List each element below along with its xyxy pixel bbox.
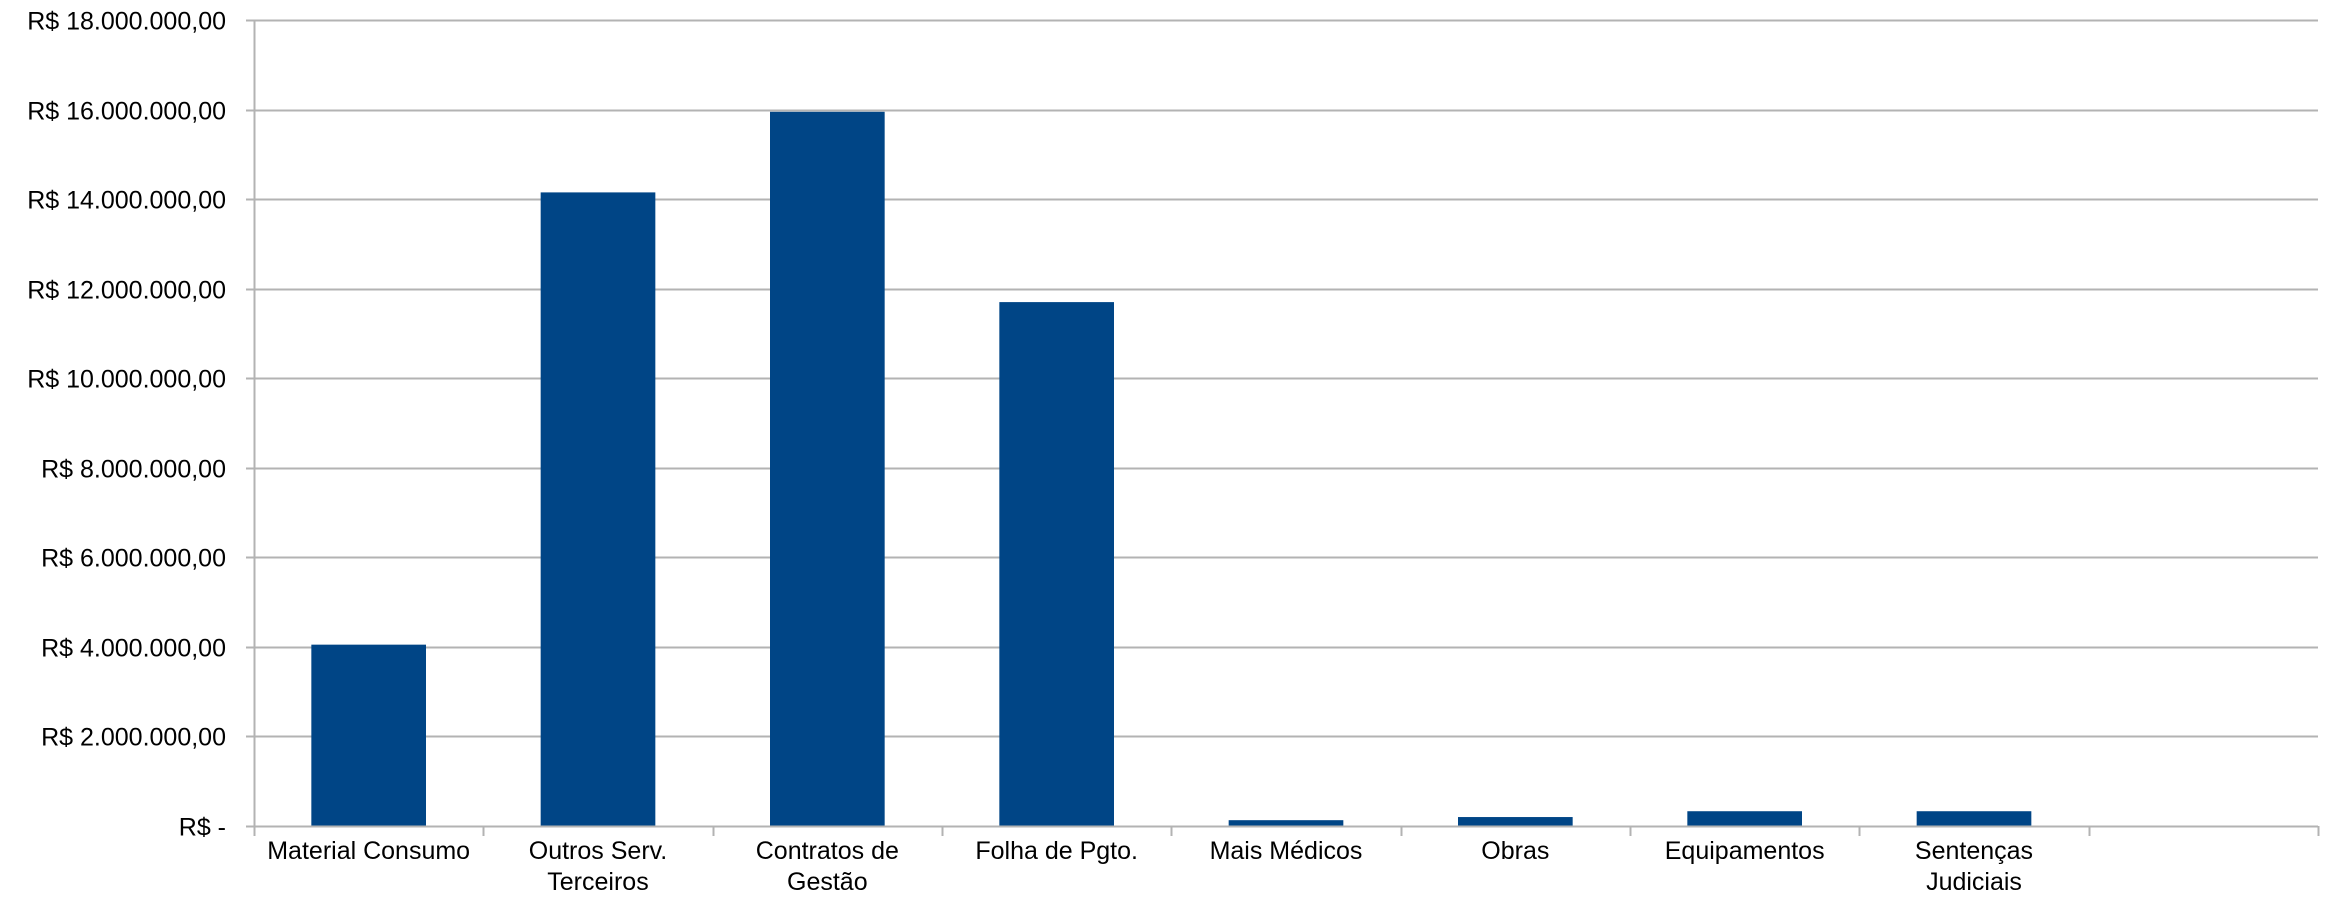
y-tick-label: R$ 6.000.000,00 xyxy=(41,545,226,573)
y-tick-label: R$ 16.000.000,00 xyxy=(27,98,226,126)
x-tick-label: Outros Serv. Terceiros xyxy=(529,837,667,896)
bars xyxy=(311,111,2032,827)
bar xyxy=(311,644,426,826)
y-axis-ticks: R$ - R$ 2.000.000,00 R$ 4.000.000,00 R$ 6.0… xyxy=(27,8,254,842)
x-tick-label: Mais Médicos xyxy=(1210,837,1363,865)
x-tick-label: Contratos de Gestão xyxy=(756,837,899,896)
x-tick-label: Equipamentos xyxy=(1665,837,1825,865)
y-tick-label: R$ 12.000.000,00 xyxy=(27,277,226,305)
x-tick-label: Obras xyxy=(1481,837,1549,865)
bar xyxy=(1916,811,2032,826)
x-tick-label: Material Consumo xyxy=(267,837,470,865)
y-tick-label: R$ 14.000.000,00 xyxy=(27,187,226,215)
y-tick-label: R$ 4.000.000,00 xyxy=(41,635,226,663)
bar xyxy=(770,111,885,827)
y-tick-label: R$ 18.000.000,00 xyxy=(27,8,226,36)
bar xyxy=(1458,817,1573,826)
y-tick-label: R$ 10.000.000,00 xyxy=(27,366,226,394)
axes xyxy=(253,20,2318,828)
bar xyxy=(999,302,1114,827)
y-tick-label: R$ 2.000.000,00 xyxy=(41,724,226,752)
y-tick-label: R$ 8.000.000,00 xyxy=(41,456,226,484)
x-axis-ticks: Material Consumo Outros Serv. Terceiros Con… xyxy=(253,826,2320,896)
y-tick-label: R$ - xyxy=(179,814,226,842)
bar xyxy=(1687,811,1802,826)
x-tick-label: Folha de Pgto. xyxy=(975,837,1138,865)
x-tick-label: Sentenças Judiciais xyxy=(1915,837,2033,896)
bar xyxy=(540,192,656,827)
bar xyxy=(1228,820,1344,826)
